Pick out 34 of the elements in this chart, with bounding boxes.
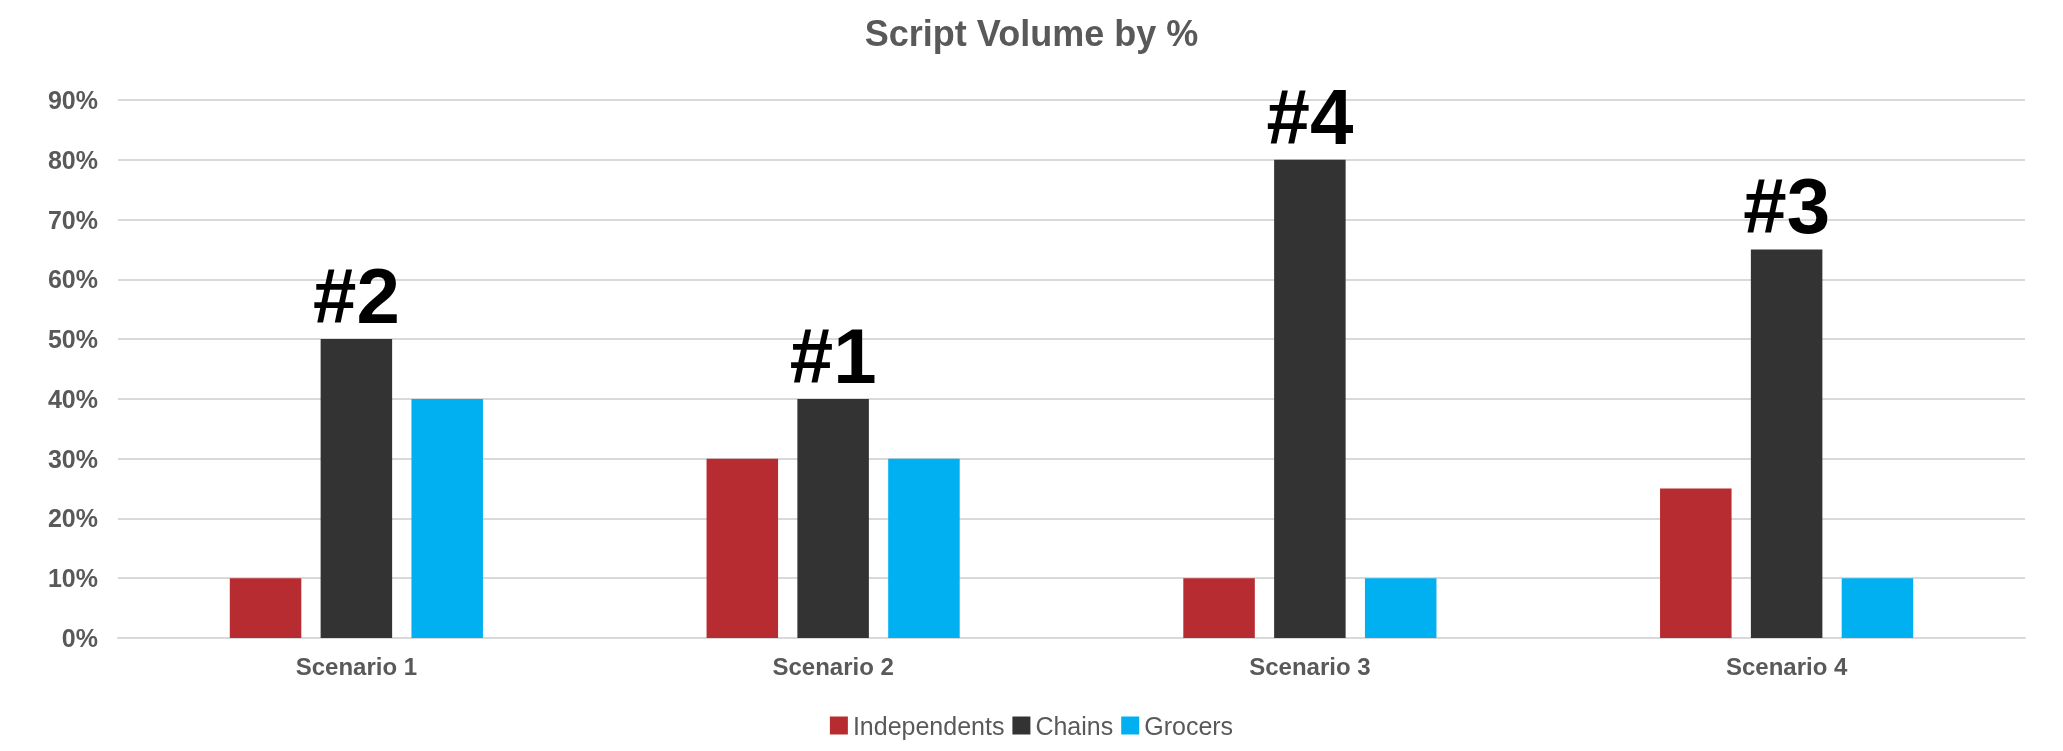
- x-tick-label: Scenario 3: [1249, 652, 1371, 680]
- bar: [797, 398, 869, 638]
- y-tick-label: 80%: [47, 145, 98, 174]
- y-tick-label: 90%: [47, 86, 98, 114]
- y-tick-label: 30%: [47, 444, 98, 473]
- legend-label: Independents: [852, 711, 1005, 740]
- x-tick-label: Scenario 1: [295, 652, 418, 680]
- bar: [1183, 578, 1255, 638]
- bar: [229, 578, 302, 638]
- y-tick-label: 0%: [61, 624, 98, 652]
- bar: [1364, 578, 1437, 638]
- annotation: #2: [312, 252, 400, 341]
- y-tick-label: 50%: [47, 325, 98, 354]
- legend-label: Grocers: [1144, 711, 1234, 740]
- bar: [1274, 159, 1346, 638]
- annotation: #3: [1743, 162, 1831, 251]
- y-tick-label: 10%: [47, 564, 98, 593]
- bar: [1660, 488, 1732, 638]
- bar: [706, 458, 779, 638]
- y-tick-label: 60%: [47, 265, 98, 294]
- x-tick-label: Scenario 2: [772, 652, 894, 680]
- bar: [320, 339, 393, 638]
- legend-label: Chains: [1035, 711, 1114, 740]
- x-tick-label: Scenario 4: [1725, 652, 1848, 680]
- bar: [411, 398, 483, 638]
- bar: [888, 458, 960, 638]
- annotation: #1: [789, 311, 877, 400]
- y-tick-label: 20%: [47, 504, 98, 533]
- bar: [1750, 249, 1823, 638]
- chart-title: Script Volume by %: [864, 12, 1199, 54]
- y-tick-label: 40%: [47, 384, 98, 413]
- annotation: #4: [1266, 72, 1354, 161]
- bar: [1841, 578, 1914, 638]
- y-tick-label: 70%: [47, 205, 98, 234]
